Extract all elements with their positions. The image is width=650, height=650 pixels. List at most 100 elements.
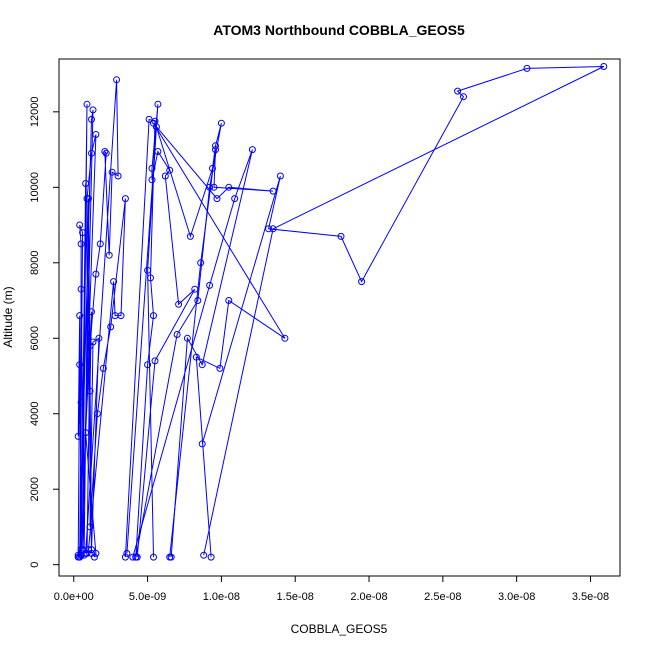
data-point <box>213 195 221 203</box>
data-point <box>88 308 95 316</box>
data-point <box>198 440 206 448</box>
series-line-10 <box>132 149 253 558</box>
data-point <box>110 278 118 286</box>
data-point <box>210 183 218 191</box>
data-point <box>121 553 129 561</box>
data-point <box>83 100 91 108</box>
data-point <box>186 232 194 240</box>
data-point <box>175 300 183 308</box>
series-line-9 <box>153 122 286 558</box>
data-point <box>121 195 129 203</box>
x-axis-label: COBBLA_GEOS5 <box>291 622 388 636</box>
data-point <box>358 278 366 286</box>
x-tick-label: 0.0e+00 <box>54 591 94 603</box>
data-point <box>225 183 233 191</box>
y-tick-label: 12000 <box>29 97 41 128</box>
data-point <box>151 357 159 365</box>
y-tick-label: 6000 <box>29 326 41 350</box>
data-point <box>76 553 84 561</box>
data-point <box>83 195 91 203</box>
data-point <box>150 553 157 561</box>
data-point <box>206 281 214 289</box>
data-point <box>454 87 462 95</box>
data-point <box>212 142 219 150</box>
data-point <box>269 225 277 233</box>
data-point <box>600 63 608 70</box>
data-point <box>92 549 100 557</box>
data-point <box>150 119 157 127</box>
data-point <box>173 331 181 338</box>
data-point <box>144 361 152 369</box>
x-tick-label: 2.5e-08 <box>424 591 461 603</box>
x-tick-label: 1.0e-08 <box>203 591 240 603</box>
data-point <box>248 146 256 154</box>
data-point <box>183 334 191 342</box>
data-point <box>93 410 101 418</box>
data-point <box>102 149 110 157</box>
data-point <box>337 232 345 240</box>
chart-title: ATOM3 Northbound COBBLA_GEOS5 <box>213 22 465 38</box>
data-point <box>74 432 82 440</box>
x-tick-label: 2.0e-08 <box>350 591 387 603</box>
data-point <box>197 259 205 267</box>
data-point <box>107 323 115 331</box>
data-point <box>212 146 219 154</box>
data-point <box>194 297 202 304</box>
series-line-5 <box>88 198 126 550</box>
data-point <box>460 93 467 101</box>
data-point <box>90 553 98 561</box>
series-line-11 <box>201 66 605 556</box>
data-point <box>129 553 137 561</box>
data-point <box>76 221 84 229</box>
data-point <box>150 312 157 320</box>
y-tick-label: 4000 <box>29 401 41 425</box>
x-tick-label: 3.0e-08 <box>498 591 535 603</box>
data-point <box>86 387 94 395</box>
data-point <box>77 240 85 248</box>
y-tick-label: 0 <box>29 562 41 568</box>
data-point <box>79 229 87 237</box>
data-point <box>88 115 95 123</box>
data-point <box>88 546 95 554</box>
data-point <box>76 361 84 369</box>
data-point <box>144 266 152 274</box>
data-point <box>148 164 156 172</box>
series-line-4 <box>85 79 119 554</box>
series-layer <box>74 63 608 561</box>
data-point <box>96 240 104 248</box>
data-point <box>216 364 224 372</box>
y-axis: 0 2000 4000 6000 8000 10000 12000 <box>29 97 60 568</box>
data-point <box>225 297 233 304</box>
data-point <box>76 312 84 320</box>
data-point <box>92 270 100 278</box>
data-point <box>166 166 174 174</box>
series-line-8 <box>135 123 222 558</box>
data-point <box>83 549 91 557</box>
data-point <box>161 172 169 180</box>
data-point <box>108 168 116 176</box>
data-point <box>265 225 273 233</box>
data-point <box>77 398 85 406</box>
data-point <box>95 334 103 342</box>
data-point <box>231 195 239 203</box>
y-tick-label: 10000 <box>29 172 41 203</box>
data-point <box>167 553 175 561</box>
data-point <box>113 76 121 84</box>
x-axis: 0.0e+00 5.0e-09 1.0e-08 1.5e-08 2.0e-08 2.5e-… <box>54 575 609 603</box>
y-tick-label: 8000 <box>29 251 41 275</box>
data-point <box>154 100 162 108</box>
data-point <box>276 172 284 180</box>
data-point <box>148 176 156 184</box>
data-point <box>101 148 109 155</box>
data-point <box>200 551 208 559</box>
x-tick-label: 3.5e-08 <box>572 591 609 603</box>
y-axis-label: Altitude (m) <box>1 286 15 347</box>
data-point <box>99 364 107 372</box>
data-point <box>105 251 113 259</box>
data-point <box>92 131 100 138</box>
data-point <box>117 312 125 320</box>
data-point <box>217 119 225 127</box>
data-point <box>207 553 215 561</box>
